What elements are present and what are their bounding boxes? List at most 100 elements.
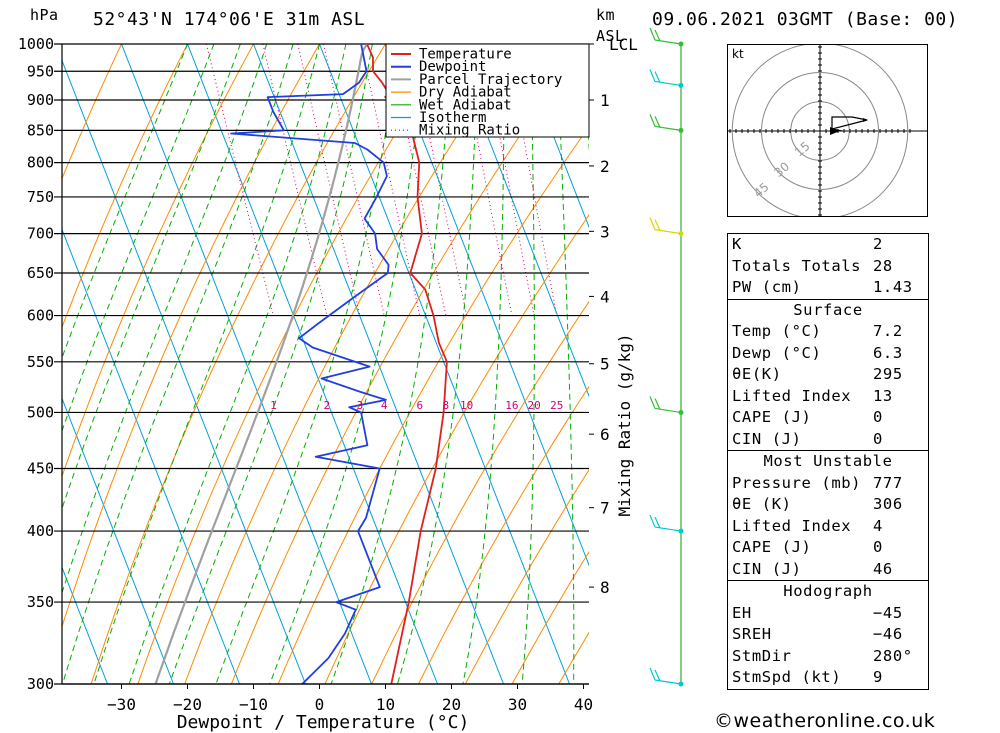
mixing-ratio-label: 8 <box>443 399 450 412</box>
wet-adiabat-line <box>128 44 347 684</box>
km-tick-label: 6 <box>600 425 610 444</box>
mixing-ratio-label: 20 <box>527 399 540 412</box>
wind-barb <box>649 114 682 131</box>
surface-value: 0 <box>873 429 883 448</box>
surface-value: 6.3 <box>873 343 903 362</box>
hodograph-stat-row: StmSpd (kt) 9 <box>728 667 928 689</box>
surface-value: 0 <box>873 408 883 426</box>
most-unstable-row: Pressure (mb) 777 <box>728 473 928 495</box>
x-tick-label: 20 <box>442 695 461 714</box>
legend-label: Wet Adiabat <box>419 97 512 113</box>
surface-row: Lifted Index 13 <box>728 386 928 408</box>
copyright-label: ©weatheronline.co.uk <box>714 710 936 732</box>
surface-row: CIN (J) 0 <box>728 429 928 451</box>
x-tick-label: −10 <box>239 695 268 714</box>
surface-key: Temp (°C) <box>732 322 822 340</box>
isotherm-lines <box>62 44 589 684</box>
pressure-tick-label: 550 <box>27 353 54 371</box>
pressure-tick-label: 300 <box>27 675 54 693</box>
x-tick-label: 0 <box>315 695 325 714</box>
most-unstable-key: θE (K) <box>732 495 792 513</box>
pressure-tick-label: 600 <box>27 307 54 325</box>
km-tick-label: 7 <box>600 499 610 518</box>
index-value: 2 <box>873 235 883 253</box>
legend-label: Mixing Ratio <box>419 123 520 139</box>
wet-adiabat-line <box>556 44 575 684</box>
wet-adiabat-line <box>62 44 188 360</box>
dry-adiabat-line <box>418 385 589 684</box>
legend-label: Dry Adiabat <box>419 85 512 101</box>
dry-adiabat-line <box>184 44 518 684</box>
most-unstable-key: Lifted Index <box>732 516 852 535</box>
dewpoint-series-line <box>230 44 390 684</box>
km-tick-label: 4 <box>600 287 610 306</box>
chart-axes: 3003504004505005506006507007508008509009… <box>18 35 638 733</box>
surface-key: CIN (J) <box>732 429 802 448</box>
km-tick-label: 5 <box>600 355 610 374</box>
mixing-ratio-line <box>262 44 328 316</box>
pressure-tick-label: 650 <box>27 264 54 282</box>
pressure-tick-label: 700 <box>27 225 54 243</box>
km-tick-label: 8 <box>600 578 610 597</box>
dry-adiabat-line <box>371 300 589 684</box>
most-unstable-value: 777 <box>873 473 903 492</box>
wet-adiabat-line <box>330 44 452 684</box>
dry-adiabat-line <box>464 468 589 684</box>
surface-row: Dewp (°C) 6.3 <box>728 343 928 365</box>
legend-label: Dewpoint <box>419 59 486 75</box>
wind-barb <box>649 514 682 532</box>
hodograph-unit-label: kt <box>732 47 744 61</box>
most-unstable-value: 0 <box>873 538 883 556</box>
mixing-ratio-label: 25 <box>550 399 563 412</box>
x-tick-label: 10 <box>376 695 395 714</box>
legend-label: Temperature <box>419 47 512 63</box>
hodograph-stat-key: StmDir <box>732 646 792 665</box>
legend-label: Isotherm <box>419 110 486 126</box>
km-unit-label: km <box>596 6 616 24</box>
wet-adiabat-line <box>62 44 294 684</box>
isotherm-line <box>319 44 570 684</box>
km-tick-label: 2 <box>600 157 610 176</box>
isotherm-line <box>121 44 372 684</box>
isotherm-line <box>62 397 174 684</box>
index-key: PW (cm) <box>732 278 802 296</box>
surface-key: CAPE (J) <box>732 408 812 426</box>
location-title: 52°43'N 174°06'E 31m ASL <box>93 9 366 30</box>
mixing-ratio-label: 16 <box>505 399 518 412</box>
dry-adiabat-line <box>137 44 452 684</box>
hodograph-ring-label: 45 <box>751 180 772 201</box>
hodograph-ring-label: 30 <box>771 159 792 180</box>
pressure-tick-label: 950 <box>27 62 54 80</box>
wind-barb-column <box>649 27 684 687</box>
hodograph-stat-key: SREH <box>732 625 772 643</box>
wind-barb <box>649 27 682 45</box>
index-key: Totals Totals <box>732 256 862 275</box>
mixing-ratio-label: 1 <box>270 399 277 412</box>
pressure-tick-label: 500 <box>27 403 54 421</box>
index-value: 1.43 <box>873 278 913 296</box>
wet-adiabat-line <box>62 44 268 595</box>
dry-adiabat-line <box>62 44 122 180</box>
surface-key: θE(K) <box>732 365 782 383</box>
wet-adiabat-line <box>269 44 426 684</box>
x-axis-title: Dewpoint / Temperature (°C) <box>177 712 470 733</box>
surface-value: 295 <box>873 365 903 383</box>
mixing-ratio-line <box>388 44 447 316</box>
pressure-tick-label: 800 <box>27 154 54 172</box>
most-unstable-key: Pressure (mb) <box>732 473 862 492</box>
hodograph-stat-row: EH −45 <box>728 603 928 625</box>
surface-value: 7.2 <box>873 322 903 340</box>
most-unstable-value: 306 <box>873 495 903 513</box>
hodograph-ring-label: 15 <box>792 139 813 160</box>
hodograph-stat-row: StmDir 280° <box>728 646 928 668</box>
mixing-ratio-axis-title: Mixing Ratio (g/kg) <box>615 333 634 516</box>
mixing-ratio-label: 2 <box>324 399 331 412</box>
isotherm-line <box>451 44 589 398</box>
mixing-ratio-line <box>360 44 421 316</box>
storm-motion-marker <box>830 127 840 135</box>
pressure-tick-label: 1000 <box>18 35 54 53</box>
mixing-ratio-line <box>205 44 274 316</box>
dry-adiabat-line <box>90 44 386 684</box>
